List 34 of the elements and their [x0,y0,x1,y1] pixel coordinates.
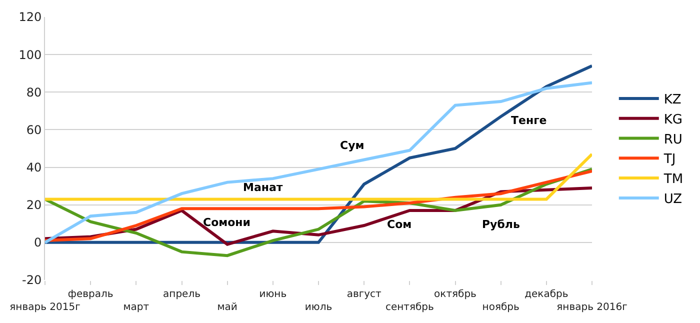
legend-label: TM [662,172,684,188]
x-tick-label: ноябрь [482,302,520,313]
legend-label: KG [664,112,682,128]
x-tick-label: сентябрь [385,302,434,313]
y-tick-label: -20 [22,273,42,288]
x-tick-label: август [346,289,382,300]
legend-label: KZ [664,92,682,108]
y-tick-label: 0 [34,236,42,250]
legend-label: UZ [664,192,682,208]
legend-label: TJ [662,152,676,168]
x-tick-label: май [217,302,238,313]
y-tick-label: 20 [26,198,42,212]
y-tick-label: 100 [18,48,42,62]
x-tick-label: март [123,302,150,313]
annotation: Рубль [482,218,520,231]
annotation: Сум [340,139,364,152]
x-tick-label: июнь [259,289,287,300]
x-tick-label: октябрь [434,289,477,300]
x-tick-label: январь 2015г [10,302,80,313]
y-tick-label: 40 [26,160,42,174]
legend-label: RU [664,132,682,148]
x-tick-label: февраль [68,289,114,300]
y-tick-label: 80 [26,85,42,100]
annotation: Сом [387,218,412,231]
y-tick-label: 60 [26,122,42,137]
x-tick-label: январь 2016г [556,302,628,313]
annotation: Манат [243,181,284,194]
y-tick-label: 120 [18,10,42,24]
x-tick-label: апрель [163,289,201,300]
annotation: Тенге [511,114,547,127]
x-tick-label: декабрь [524,289,568,300]
x-tick-label: июль [304,302,332,313]
line-series [45,170,592,242]
annotation: Сомони [203,216,250,229]
